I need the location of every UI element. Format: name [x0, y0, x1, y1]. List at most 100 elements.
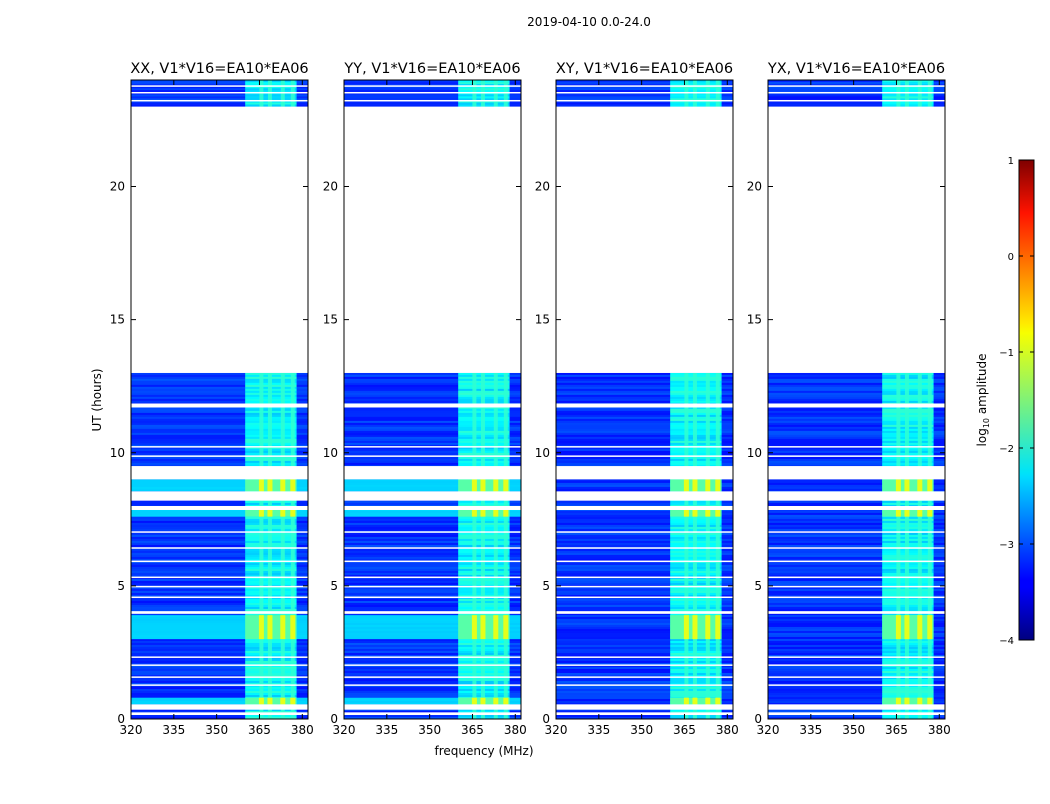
heatmap-row: [768, 572, 945, 576]
y-tick-label: 20: [110, 180, 125, 194]
heatmap-row: [131, 448, 308, 452]
heatmap-row: [768, 420, 945, 424]
heatmap-row: [344, 100, 521, 103]
heatmap-row: [344, 654, 521, 658]
heatmap-row: [556, 480, 733, 484]
heatmap-row: [131, 676, 308, 680]
flag-gap: [768, 491, 945, 501]
heatmap-row: [768, 528, 945, 532]
heatmap-row: [131, 392, 308, 396]
heatmap-row: [768, 390, 945, 394]
strong-row: [131, 697, 308, 705]
strong-spot: [904, 509, 910, 517]
flag-gap: [556, 585, 733, 588]
heatmap-row: [768, 452, 945, 456]
heatmap-row: [768, 550, 945, 554]
heatmap-row: [344, 688, 521, 692]
flag-gap: [344, 712, 521, 716]
heatmap-row: [344, 714, 521, 718]
strong-spot: [715, 697, 721, 705]
flag-gap: [768, 704, 945, 710]
heatmap-row: [556, 374, 733, 378]
heatmap-row: [131, 458, 308, 462]
heatmap-row: [768, 624, 945, 628]
heatmap-row: [556, 558, 733, 562]
strong-spot: [493, 509, 499, 517]
heatmap-row: [556, 670, 733, 674]
heatmap-row: [556, 420, 733, 424]
heatmap-row: [131, 84, 308, 87]
heatmap-row: [556, 444, 733, 448]
heatmap-row: [131, 576, 308, 580]
heatmap-row: [344, 372, 521, 376]
heatmap-row: [768, 700, 945, 704]
heatmap-row: [344, 456, 521, 460]
heatmap-row: [344, 674, 521, 678]
rfi-line: [267, 372, 272, 719]
heatmap-row: [131, 648, 308, 652]
strong-spot: [280, 509, 286, 517]
heatmap-row: [344, 442, 521, 446]
rfi-line: [715, 372, 720, 719]
heatmap-row: [556, 630, 733, 634]
strong-spot: [927, 509, 933, 517]
heatmap-row: [131, 80, 308, 83]
flag-gap: [131, 99, 308, 102]
heatmap-row: [556, 624, 733, 628]
heatmap-row: [768, 94, 945, 97]
heatmap-row: [344, 646, 521, 650]
heatmap-row: [556, 486, 733, 490]
strong-spot: [480, 509, 486, 517]
heatmap-row: [556, 426, 733, 430]
heatmap-row: [344, 642, 521, 646]
heatmap-row: [768, 708, 945, 712]
heatmap-row: [556, 388, 733, 392]
panel-frame: [343, 79, 522, 720]
strong-spot: [471, 479, 477, 492]
flag-gap: [131, 684, 308, 686]
heatmap-row: [768, 586, 945, 590]
heatmap-row: [768, 682, 945, 686]
heatmap-row: [344, 576, 521, 580]
heatmap-row: [131, 662, 308, 666]
flag-gap: [556, 466, 733, 480]
heatmap-row: [768, 690, 945, 694]
heatmap-row: [344, 686, 521, 690]
flag-gap: [344, 91, 521, 94]
heatmap-row: [768, 684, 945, 688]
heatmap-row: [556, 582, 733, 586]
flag-gap: [768, 656, 945, 658]
heatmap-row: [131, 104, 308, 107]
heatmap-row: [768, 562, 945, 566]
heatmap-row: [131, 656, 308, 660]
heatmap-row: [131, 550, 308, 554]
flag-gap: [768, 712, 945, 716]
flag-gap: [768, 99, 945, 102]
heatmap-row: [768, 658, 945, 662]
heatmap-row: [131, 462, 308, 466]
heatmap-row: [556, 446, 733, 450]
heatmap-row: [556, 658, 733, 662]
heatmap-row: [131, 518, 308, 522]
strong-row: [344, 697, 521, 705]
heatmap-row: [131, 598, 308, 602]
heatmap-row: [556, 96, 733, 99]
heatmap-row: [768, 548, 945, 552]
heatmap-row: [344, 658, 521, 662]
heatmap-row: [556, 406, 733, 410]
heatmap-row: [344, 102, 521, 105]
rfi-line: [503, 372, 508, 719]
heatmap-row: [344, 518, 521, 522]
heatmap-row: [344, 552, 521, 556]
heatmap-row: [131, 690, 308, 694]
flag-gap: [344, 506, 521, 510]
heatmap-row: [768, 574, 945, 578]
heatmap-row: [344, 452, 521, 456]
strong-spot: [692, 509, 698, 517]
heatmap-row: [131, 596, 308, 600]
heatmap-row: [131, 604, 308, 608]
heatmap-row: [556, 422, 733, 426]
heatmap-row: [768, 564, 945, 568]
flag-gap: [768, 403, 945, 408]
colorbar-tick-label: 0: [1008, 252, 1014, 263]
